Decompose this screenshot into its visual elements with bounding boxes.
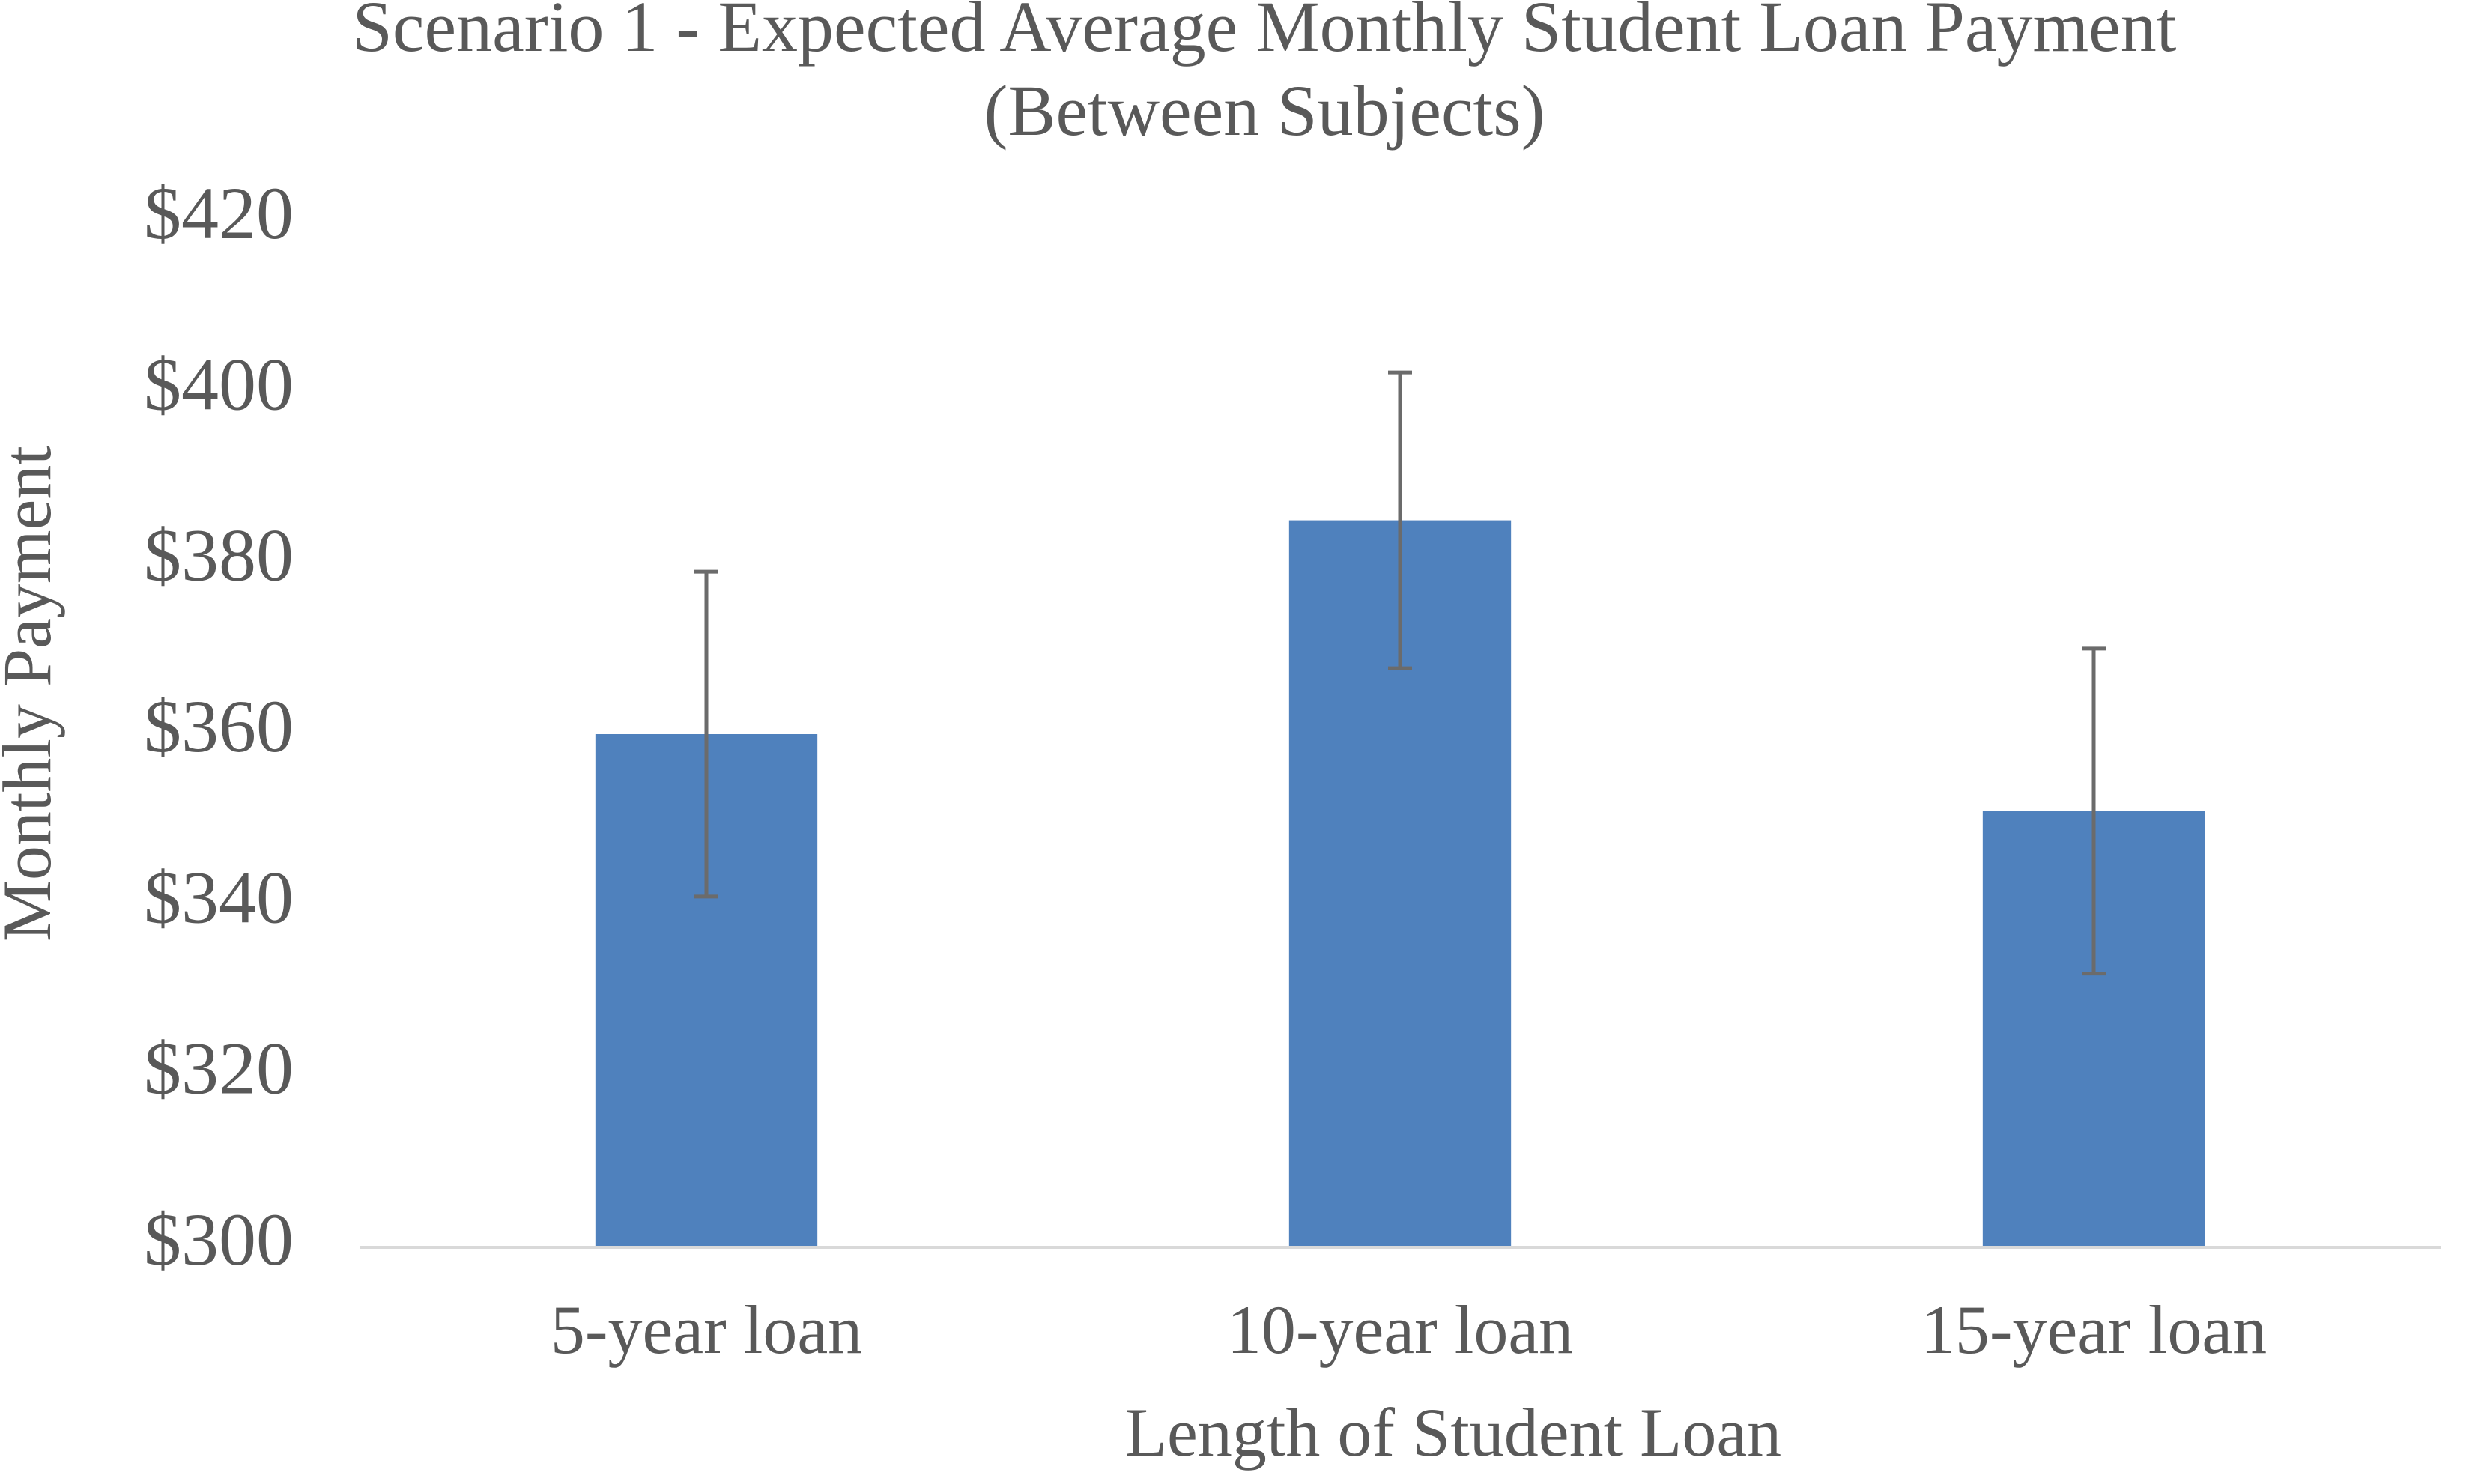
y-tick-label: $420 [144,172,294,255]
y-tick-label: $340 [144,855,294,939]
y-tick-label: $320 [144,1027,294,1110]
y-axis-title: Monthly Payment [0,446,65,942]
x-axis-title: Length of Student Loan [1125,1394,1781,1471]
x-tick-label: 10-year loan [1227,1291,1573,1368]
y-tick-label: $400 [144,342,294,425]
error-bar [2082,646,2106,976]
y-tick-label: $300 [144,1198,294,1281]
error-bar [694,569,718,899]
error-bar [1388,370,1412,670]
chart-subtitle: (Between Subjects) [984,70,1545,151]
y-tick-label: $380 [144,514,294,597]
x-tick-label: 15-year loan [1921,1291,2267,1368]
y-tick-label: $360 [144,685,294,768]
chart-title: Scenario 1 - Expected Average Monthly St… [353,0,2177,67]
x-tick-label: 5-year loan [551,1291,862,1368]
